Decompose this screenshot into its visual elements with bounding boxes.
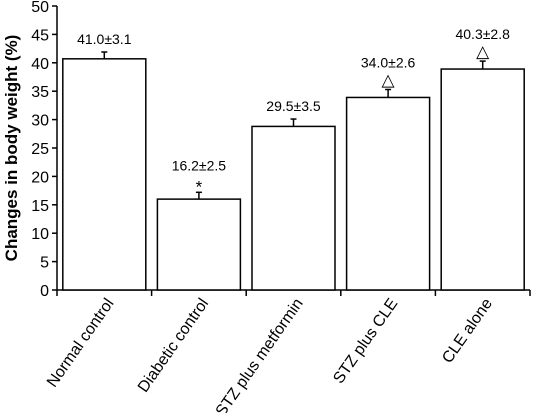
- bar: [251, 125, 336, 291]
- significance-marker: *: [196, 177, 203, 196]
- significance-marker: △: [476, 42, 490, 61]
- data-label: 29.5±3.5: [266, 98, 321, 114]
- y-tick-label: 50: [31, 0, 49, 16]
- bar: [156, 198, 242, 291]
- y-tick-label: 25: [31, 141, 49, 158]
- data-label: 41.0±3.1: [77, 31, 132, 47]
- y-tick-label: 35: [31, 84, 49, 101]
- bar: [62, 58, 147, 291]
- y-tick-label: 30: [31, 113, 49, 130]
- x-tick-label: Normal control: [44, 296, 118, 391]
- y-tick-label: 10: [31, 226, 49, 243]
- y-tick-label: 45: [31, 27, 49, 44]
- x-tick-label: STZ plus CLE: [330, 296, 401, 387]
- y-tick-label: 20: [31, 169, 49, 186]
- y-tick-label: 0: [40, 283, 49, 300]
- bar: [345, 96, 431, 291]
- y-tick-label: 5: [40, 255, 49, 272]
- data-label: 16.2±2.5: [172, 157, 227, 173]
- y-tick-label: 40: [31, 56, 49, 73]
- significance-marker: △: [382, 70, 396, 89]
- y-axis-label: Changes in body weight (%): [2, 35, 21, 262]
- x-tick-label: Diabetic control: [135, 296, 212, 396]
- x-tick-label: STZ plus metformin: [213, 296, 307, 413]
- x-tick-label: CLE alone: [439, 295, 496, 366]
- y-tick-label: 15: [31, 198, 49, 215]
- data-label: 40.3±2.8: [455, 26, 510, 42]
- data-label: 34.0±2.6: [361, 54, 416, 70]
- bars: [62, 51, 525, 291]
- bar: [440, 68, 525, 291]
